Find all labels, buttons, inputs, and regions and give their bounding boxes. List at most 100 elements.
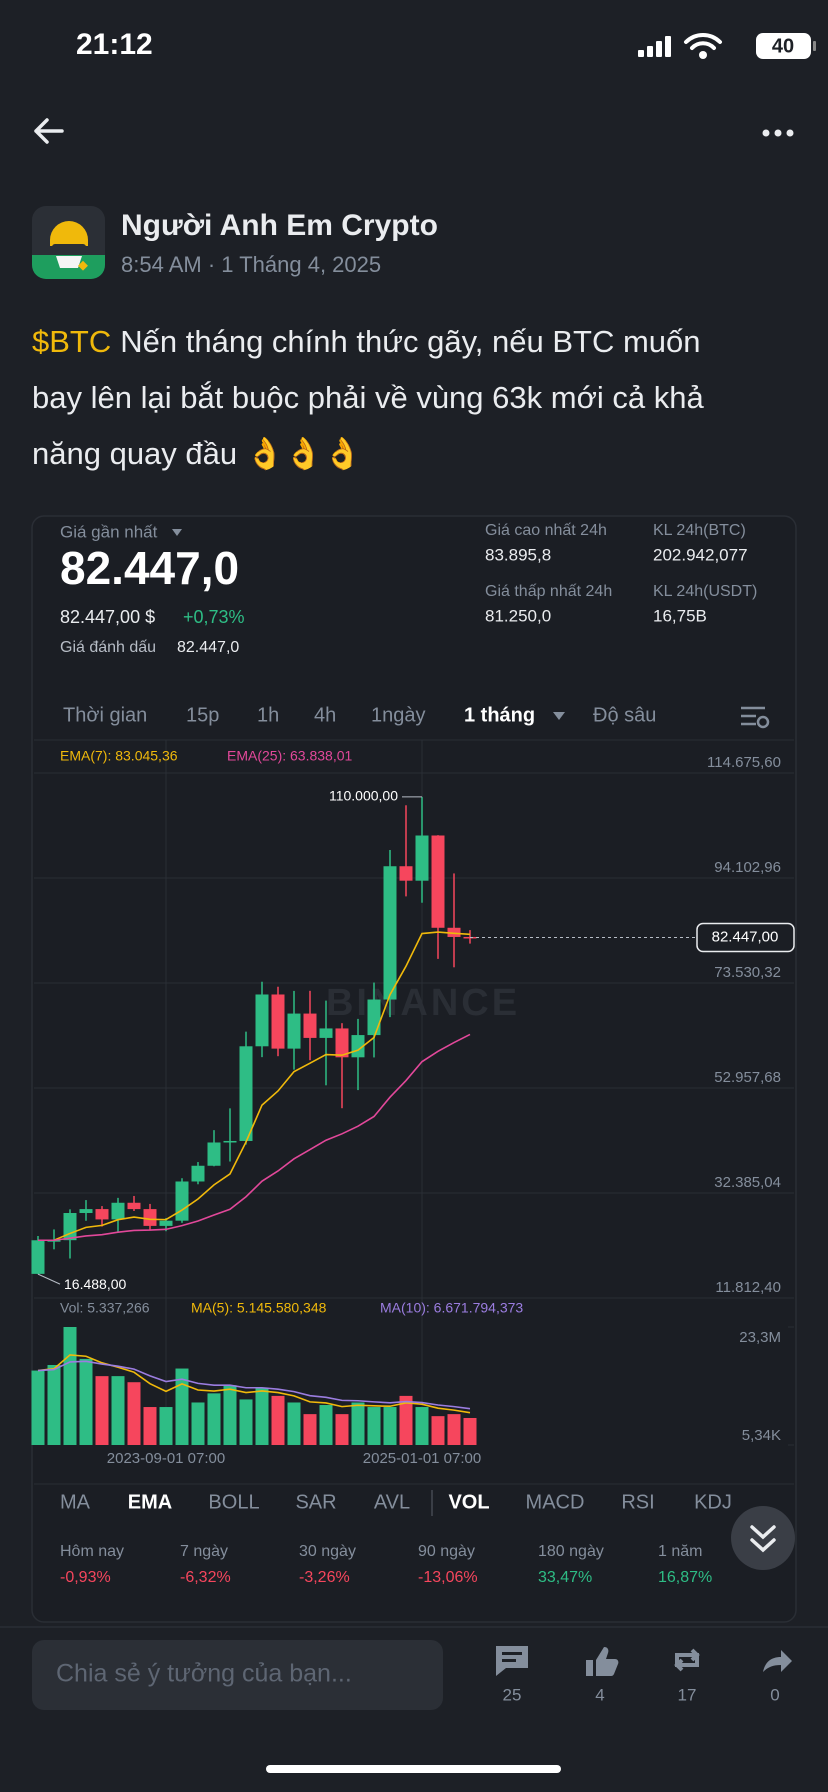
indicator-tab[interactable]: SAR <box>295 1491 336 1513</box>
volume-bar <box>367 1407 381 1445</box>
volume-bar <box>303 1414 317 1445</box>
label: Giá gần nhất <box>60 522 158 541</box>
volume-bar <box>143 1407 157 1445</box>
y-tick-label: 32.385,04 <box>714 1174 781 1191</box>
perf-period: Hôm nay <box>60 1543 124 1560</box>
y-tick-label: 11.812,40 <box>715 1279 781 1296</box>
ema-legend: EMA(25): 63.838,01 <box>227 748 353 764</box>
volume-bar <box>271 1395 285 1445</box>
action-count: 25 <box>503 1685 522 1704</box>
battery-level: 40 <box>772 35 794 57</box>
volume-bar <box>175 1368 189 1445</box>
candle-body <box>159 1220 173 1226</box>
low-label: 16.488,00 <box>64 1276 126 1292</box>
volume-bar <box>447 1414 461 1445</box>
interval-tab[interactable]: 15p <box>186 704 219 726</box>
dropdown-icon <box>172 529 182 536</box>
comment-icon[interactable] <box>496 1646 528 1676</box>
candle-body <box>319 1028 333 1038</box>
post-line: bay lên lại bắt buộc phải về vùng 63k mớ… <box>32 380 704 415</box>
perf-period: 180 ngày <box>538 1543 604 1560</box>
action-count: 0 <box>770 1685 779 1704</box>
action-count: 4 <box>595 1685 604 1704</box>
volume-bar <box>223 1385 237 1445</box>
volume-bar <box>399 1395 413 1445</box>
volume-bar <box>127 1382 141 1445</box>
indicator-tab[interactable]: MA <box>60 1491 91 1513</box>
avatar[interactable] <box>32 206 105 279</box>
candle-body <box>383 866 397 1000</box>
indicator-tab[interactable]: VOL <box>448 1491 489 1513</box>
post-line: $BTC Nến tháng chính thức gãy, nếu BTC mu… <box>32 324 701 359</box>
signal-icon <box>638 36 671 57</box>
post-text: Nến tháng chính thức gãy, nếu BTC muốn <box>120 324 700 359</box>
candle-body <box>207 1142 221 1166</box>
more-button[interactable] <box>762 129 794 137</box>
candle-body <box>271 994 285 1049</box>
post-line: năng quay đầu 👌👌👌 <box>32 436 362 471</box>
y-tick-label: 52.957,68 <box>714 1069 781 1086</box>
candle-body <box>335 1028 349 1058</box>
ema-line <box>37 931 471 1242</box>
volume-legend: Vol: 5.337,266 <box>60 1300 150 1316</box>
volume-bar <box>111 1376 125 1445</box>
share-icon[interactable] <box>763 1650 792 1672</box>
battery-cap <box>813 41 816 51</box>
repost-icon[interactable] <box>674 1648 700 1672</box>
back-button[interactable] <box>34 118 64 144</box>
last-price: 82.447,0 <box>60 542 239 594</box>
indicator-tab[interactable]: RSI <box>621 1491 654 1513</box>
candle-body <box>399 866 413 881</box>
low-marker <box>37 1273 61 1285</box>
interval-tab[interactable]: 1h <box>257 704 279 726</box>
comment-placeholder: Chia sẻ ý tưởng của bạn... <box>56 1660 352 1688</box>
candle-body <box>367 999 381 1036</box>
indicator-tab[interactable]: BOLL <box>208 1491 259 1513</box>
chart-card <box>31 515 797 1623</box>
usd-price: 82.447,00 $ <box>60 607 155 627</box>
battery <box>756 33 811 59</box>
volume-bar <box>383 1407 397 1445</box>
stat-label: Giá thấp nhất 24h <box>485 583 612 600</box>
candle-body <box>79 1209 93 1214</box>
wifi-icon <box>684 32 722 50</box>
comment-input[interactable] <box>32 1640 443 1710</box>
scroll-down-button[interactable] <box>731 1506 795 1570</box>
perf-period: 7 ngày <box>180 1543 228 1560</box>
ticker-tag[interactable]: $BTC <box>32 324 111 359</box>
interval-tab[interactable]: 1 tháng <box>464 704 535 726</box>
volume-bar <box>319 1405 333 1445</box>
y-tick-label: 94.102,96 <box>714 859 781 876</box>
price-change: +0,73% <box>183 607 245 627</box>
home-indicator <box>266 1765 561 1773</box>
settings-icon[interactable] <box>741 706 770 729</box>
interval-tab[interactable]: Thời gian <box>63 704 147 726</box>
indicator-tab[interactable]: MACD <box>526 1491 585 1513</box>
high-label: 110.000,00 <box>329 788 398 804</box>
volume-ma-line <box>37 1360 471 1410</box>
indicator-tab[interactable]: KDJ <box>694 1491 732 1513</box>
volume-bar <box>415 1407 429 1445</box>
volume-bar <box>431 1416 445 1445</box>
stat-value: 81.250,0 <box>485 606 551 625</box>
volume-bar <box>31 1370 45 1445</box>
candle-body <box>223 1140 237 1143</box>
dropdown-icon <box>553 712 565 720</box>
like-icon[interactable] <box>586 1647 619 1676</box>
interval-tab[interactable]: Độ sâu <box>593 704 656 726</box>
candle-body <box>287 1013 301 1049</box>
stat-value: 16,75B <box>653 606 707 625</box>
perf-change: -0,93% <box>60 1569 111 1586</box>
indicator-tab[interactable]: EMA <box>128 1491 172 1513</box>
x-tick-label: 2023-09-01 07:00 <box>107 1450 225 1467</box>
post-timestamp: 8:54 AM · 1 Tháng 4, 2025 <box>121 252 381 277</box>
indicator-tab[interactable]: AVL <box>374 1491 410 1513</box>
volume-bar <box>335 1414 349 1445</box>
perf-change: 16,87% <box>658 1569 712 1586</box>
volume-bar <box>63 1327 77 1445</box>
interval-tab[interactable]: 4h <box>314 704 336 726</box>
stat-value: 202.942,077 <box>653 545 748 564</box>
interval-tab[interactable]: 1ngày <box>371 704 426 726</box>
